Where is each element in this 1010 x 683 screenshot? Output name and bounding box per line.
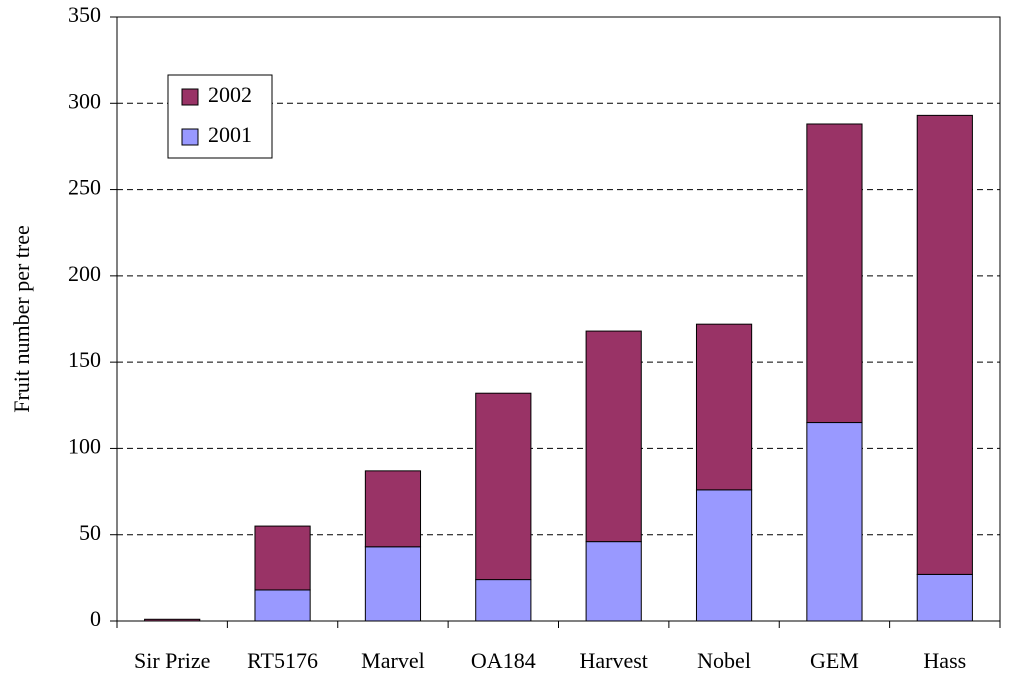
bar — [916, 114, 973, 575]
x-tick-label: Sir Prize — [134, 648, 210, 673]
bar — [695, 489, 753, 622]
bar — [144, 618, 201, 622]
x-tick-label: Nobel — [697, 648, 751, 673]
legend-swatch — [181, 88, 199, 106]
bar — [585, 330, 642, 543]
y-tick-label: 50 — [79, 520, 101, 545]
x-tick-label: Hass — [923, 648, 966, 673]
y-tick-label: 250 — [68, 175, 101, 200]
y-tick-label: 200 — [68, 261, 101, 286]
y-axis-label: Fruit number per tree — [9, 225, 34, 413]
bar — [585, 541, 642, 622]
x-tick-label: RT5176 — [247, 648, 318, 673]
bar — [254, 589, 311, 622]
legend-label: 2001 — [208, 122, 252, 147]
x-tick-label: GEM — [810, 648, 859, 673]
bar — [475, 579, 532, 622]
y-tick-label: 350 — [68, 2, 101, 27]
x-tick-label: Harvest — [579, 648, 647, 673]
legend-swatch — [181, 128, 199, 146]
bar — [254, 525, 311, 591]
y-tick-label: 100 — [68, 433, 101, 458]
bar — [364, 546, 422, 622]
y-tick-label: 0 — [90, 606, 101, 631]
bar — [475, 392, 532, 581]
bar — [695, 323, 753, 491]
bar — [364, 470, 422, 548]
x-tick-label: Marvel — [361, 648, 425, 673]
y-tick-label: 300 — [68, 88, 101, 113]
bar — [916, 573, 973, 622]
legend-label: 2002 — [208, 82, 252, 107]
bar — [806, 123, 863, 424]
y-tick-label: 150 — [68, 347, 101, 372]
bar — [806, 422, 863, 622]
x-tick-label: OA184 — [471, 648, 536, 673]
